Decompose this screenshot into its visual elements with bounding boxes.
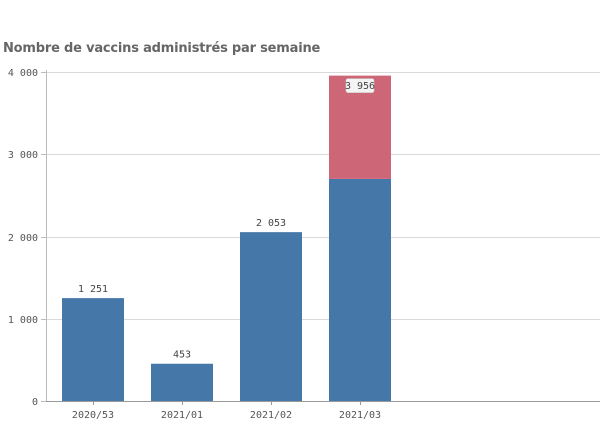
- bar-2021/01-segment-1: [151, 363, 213, 401]
- data-label-box: [345, 78, 375, 93]
- data-label: 1 251: [78, 284, 108, 295]
- bar-2020/53-segment-1: [62, 298, 124, 401]
- bar-2021/02-segment-1: [240, 232, 302, 401]
- x-tick-label: 2021/01: [161, 410, 203, 421]
- y-tick-label: 1 000: [8, 315, 38, 326]
- data-label: 3 956: [345, 81, 375, 92]
- bar-2021/03-segment-1: [329, 178, 391, 401]
- x-tick-label: 2020/53: [72, 410, 114, 421]
- x-tick-label: 2021/03: [339, 410, 381, 421]
- bars: [62, 75, 391, 401]
- y-tick-label: 4 000: [8, 68, 38, 79]
- y-tick-label: 2 000: [8, 233, 38, 244]
- y-axis: 0 1 000 2 000 3 000 4 000: [8, 68, 47, 408]
- data-label: 453: [173, 350, 191, 361]
- x-tick-label: 2021/02: [250, 410, 292, 421]
- x-axis: 2020/53 2021/01 2021/02 2021/03: [46, 401, 600, 421]
- chart-title: Nombre de vaccins administrés par semain…: [3, 41, 321, 56]
- data-label: 2 053: [256, 218, 286, 229]
- y-tick-label: 0: [32, 397, 38, 408]
- data-labels: 1 251 453 2 053 3 956: [78, 78, 375, 361]
- y-tick-label: 3 000: [8, 150, 38, 161]
- gridlines: [46, 72, 600, 320]
